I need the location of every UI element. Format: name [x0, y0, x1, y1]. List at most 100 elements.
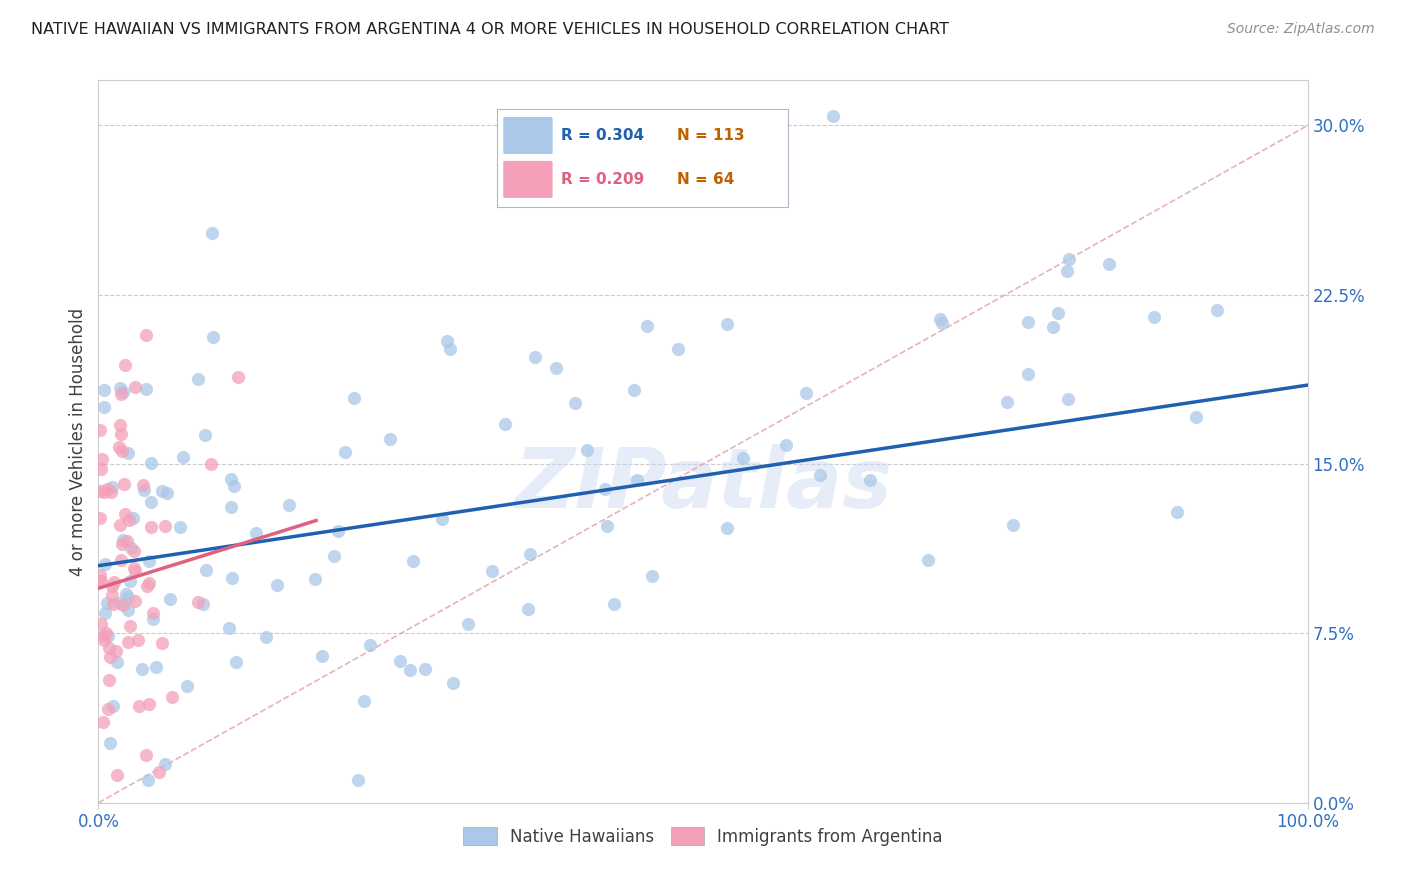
Y-axis label: 4 or more Vehicles in Household: 4 or more Vehicles in Household: [69, 308, 87, 575]
Point: [138, 773, 160, 788]
Point: [1046, 306, 1069, 320]
Point: [101, 579, 124, 593]
Point: [322, 549, 344, 564]
Point: [111, 443, 134, 458]
Point: [97, 702, 120, 716]
Text: ZIPatlas: ZIPatlas: [515, 444, 891, 525]
Point: [995, 395, 1018, 409]
Point: [93, 632, 115, 647]
Point: [402, 554, 425, 568]
Point: [90, 451, 112, 466]
Point: [593, 482, 616, 496]
Point: [110, 518, 132, 533]
Point: [94, 606, 117, 620]
Point: [89, 568, 111, 582]
Point: [808, 468, 831, 483]
Point: [120, 574, 142, 588]
Point: [224, 479, 246, 493]
Point: [91, 630, 114, 644]
Point: [96, 482, 118, 496]
Point: [110, 387, 132, 401]
Point: [219, 472, 242, 486]
Point: [90, 616, 112, 631]
Point: [101, 598, 124, 612]
Point: [430, 511, 453, 525]
Point: [1143, 310, 1166, 324]
Point: [524, 350, 547, 364]
Point: [1056, 264, 1078, 278]
Point: [266, 578, 288, 592]
Point: [112, 384, 135, 399]
Point: [1017, 315, 1039, 329]
Point: [117, 533, 139, 548]
Point: [112, 533, 135, 548]
Point: [108, 417, 131, 432]
Point: [122, 510, 145, 524]
Point: [117, 446, 139, 460]
Point: [221, 571, 243, 585]
Point: [311, 648, 333, 663]
Point: [118, 513, 141, 527]
Point: [96, 596, 118, 610]
Point: [389, 654, 412, 668]
Point: [97, 673, 120, 687]
Point: [134, 483, 156, 497]
Point: [159, 592, 181, 607]
Point: [138, 553, 160, 567]
Point: [105, 768, 128, 782]
Point: [519, 547, 541, 561]
Point: [169, 520, 191, 534]
Point: [219, 500, 242, 514]
Point: [89, 484, 111, 499]
Point: [93, 384, 115, 398]
Point: [152, 483, 174, 498]
Point: [110, 553, 132, 567]
Point: [150, 636, 173, 650]
Point: [343, 391, 366, 405]
Point: [335, 445, 357, 459]
Point: [89, 574, 111, 588]
Point: [162, 690, 184, 705]
Point: [90, 574, 112, 589]
Point: [1098, 256, 1121, 270]
Point: [544, 360, 567, 375]
Point: [226, 370, 249, 384]
Point: [114, 587, 136, 601]
Legend: Native Hawaiians, Immigrants from Argentina: Native Hawaiians, Immigrants from Argent…: [457, 821, 949, 852]
Point: [124, 564, 146, 578]
Point: [436, 334, 458, 348]
Point: [716, 317, 738, 331]
Point: [98, 736, 121, 750]
Point: [278, 498, 301, 512]
Point: [124, 380, 146, 394]
Point: [153, 756, 176, 771]
Point: [108, 440, 131, 454]
Point: [117, 603, 139, 617]
Point: [110, 596, 132, 610]
Point: [93, 400, 115, 414]
Point: [457, 617, 479, 632]
Point: [110, 381, 132, 395]
Point: [105, 656, 128, 670]
Point: [481, 564, 503, 578]
Point: [245, 525, 267, 540]
Point: [128, 698, 150, 713]
Point: [775, 438, 797, 452]
Point: [135, 327, 157, 342]
Point: [516, 602, 538, 616]
Point: [112, 477, 135, 491]
Point: [98, 649, 121, 664]
Point: [172, 450, 194, 464]
Point: [380, 432, 402, 446]
Point: [139, 456, 162, 470]
Point: [153, 519, 176, 533]
Point: [120, 541, 142, 556]
Point: [194, 428, 217, 442]
Point: [193, 597, 215, 611]
Point: [626, 473, 648, 487]
Point: [1056, 392, 1078, 407]
Point: [1166, 505, 1188, 519]
Point: [132, 477, 155, 491]
Point: [142, 606, 165, 620]
Point: [413, 662, 436, 676]
